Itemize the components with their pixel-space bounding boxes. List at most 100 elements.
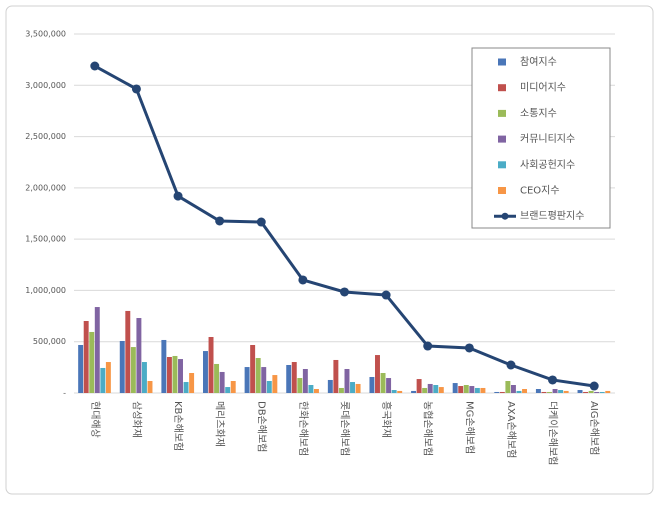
bar [272,375,278,393]
bar [480,387,486,393]
bar [375,355,380,393]
bar [469,386,475,393]
bar [161,339,167,393]
bar [563,390,569,393]
bar [105,362,111,393]
bar [78,344,84,393]
legend-swatch [498,135,506,143]
legend-label: 참여지수 [520,56,557,68]
legend-label: 브랜드평판지수 [520,210,584,222]
bar [499,391,505,393]
bar [250,344,256,393]
bar [219,371,225,393]
legend-swatch [498,109,506,117]
bar [391,390,397,393]
bar [297,378,303,393]
legend-marker [501,212,509,220]
bar [225,387,231,393]
legend-label: 사회공헌지수 [520,159,575,171]
bar [266,380,272,393]
legend-swatch [498,187,506,194]
line-marker [173,191,183,201]
bar [516,390,522,393]
bar [119,340,125,393]
bar [255,358,261,393]
x-tick-label: 한화손해보험 [297,401,310,456]
legend-label: CEO지수 [520,185,560,197]
legend-label: 커뮤니티지수 [520,133,575,145]
bar [136,318,142,393]
line-marker [548,375,558,385]
line-marker [589,381,599,391]
legend-box [471,47,611,229]
x-tick-label: 현대해상 [89,401,102,438]
y-tick-label: 2,000,000 [25,183,66,192]
bar [313,388,319,393]
bar [522,388,528,393]
y-tick-label: 3,000,000 [25,81,66,90]
bar [541,391,547,393]
y-tick-label: 2,500,000 [25,132,66,141]
bar [261,367,267,393]
bar [535,388,541,393]
bar [577,390,583,393]
x-tick-label: AIG손해보험 [588,401,601,455]
x-tick-label: 농협손해보험 [422,401,435,456]
x-tick-label: KB손해보험 [172,401,185,451]
line-marker [381,290,391,300]
bar [89,331,95,393]
bar [203,351,208,393]
bar [427,383,433,393]
line-marker [298,275,308,285]
bar [594,391,600,393]
bar [547,391,552,393]
bar [552,388,558,393]
legend-label: 소통지수 [520,107,557,119]
bar [189,372,195,393]
bar [355,383,361,393]
x-tick-label: DB손해보험 [255,401,268,452]
bar [505,380,511,393]
x-tick-label: 삼성화재 [130,401,142,438]
bar [308,384,314,393]
bar [380,372,386,393]
bar [588,390,594,393]
x-tick-label: 롯데손해보험 [339,401,352,456]
legend-swatch [498,161,506,169]
line-marker [340,287,349,297]
bar [350,382,355,393]
bar [344,368,350,393]
bar [94,307,100,393]
line-marker [90,61,100,71]
bar [463,384,469,393]
bar [286,364,292,393]
line-marker [423,341,433,351]
bar [411,390,417,393]
bar [230,380,236,393]
bar [474,387,480,393]
bar [605,390,611,393]
y-tick-label: 500,000 [33,337,66,346]
bar [416,379,422,393]
bar [291,362,297,393]
bar [100,367,106,393]
bar [338,387,344,393]
x-tick-label: 더케이손해보험 [547,401,560,465]
bar [166,356,172,393]
bar [494,391,500,393]
bar [244,367,250,393]
bar [83,320,89,393]
bar [510,384,516,393]
x-tick-label: AXA손해보험 [505,401,518,458]
y-tick-label: - [63,389,66,398]
line-marker [464,343,474,353]
bar [433,384,439,393]
x-tick-label: MG손해보험 [463,401,476,454]
bar [458,386,464,393]
bar [369,376,375,393]
legend-swatch [498,58,506,66]
bar [302,368,308,393]
bar [214,363,220,393]
line-marker [131,84,141,94]
